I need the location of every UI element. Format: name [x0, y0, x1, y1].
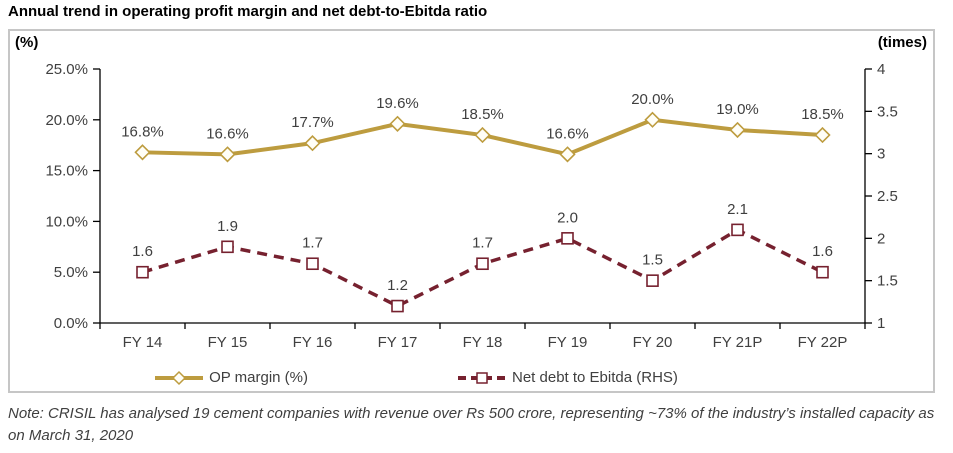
data-point-label: 2.1	[727, 201, 748, 218]
data-point-label: 17.7%	[291, 114, 334, 131]
data-point-label: 1.5	[642, 252, 663, 269]
data-point-marker	[559, 146, 576, 163]
chart-area: (%) (times) 25.0% 20.0% 15.0% 10.0% 5.0% 0.0%…	[8, 29, 935, 393]
data-point-label: 1.7	[302, 235, 323, 252]
note-text: Note: CRISIL has analysed 19 cement comp…	[8, 405, 935, 444]
x-category-label: FY 18	[463, 334, 503, 351]
data-point-marker	[221, 240, 234, 254]
right-axis-unit-label: (times)	[877, 34, 927, 51]
data-point-marker	[476, 257, 489, 271]
legend-item-op-margin: OP margin (%)	[155, 369, 308, 386]
right-axis-tick-label: 3.5	[877, 103, 898, 120]
x-category-labels: FY 14 FY 15 FY 16 FY 17 FY 18 FY 19 FY 20 FY 21…	[123, 334, 848, 351]
data-point-label: 1.7	[472, 235, 493, 252]
left-axis-tick-label: 10.0%	[45, 213, 88, 230]
plot-svg: 25.0% 20.0% 15.0% 10.0% 5.0% 0.0% 4 3.5 3 2.5 2 1.5…	[45, 61, 897, 351]
data-point-label: 16.8%	[121, 123, 164, 140]
chart-legend: OP margin (%) Net debt to Ebitda (RHS)	[0, 369, 878, 386]
x-category-label: FY 17	[378, 334, 418, 351]
data-point-label: 1.6	[812, 243, 833, 260]
left-axis-tick-label: 5.0%	[54, 264, 88, 281]
data-point-marker	[561, 232, 574, 245]
data-point-label: 16.6%	[546, 125, 589, 142]
x-category-label: FY 21P	[713, 334, 763, 351]
legend-label-net-debt: Net debt to Ebitda (RHS)	[512, 369, 678, 386]
x-category-label: FY 16	[293, 334, 333, 351]
data-point-label: 19.0%	[716, 101, 759, 118]
op-margin-line-icon	[155, 370, 204, 385]
net-debt-line-icon	[458, 371, 506, 384]
data-point-label: 2.0	[557, 209, 578, 226]
data-point-marker	[304, 135, 321, 152]
x-category-label: FY 15	[208, 334, 248, 351]
data-point-label: 20.0%	[631, 91, 674, 108]
right-axis-tick-label: 2	[877, 230, 885, 247]
x-category-label: FY 19	[548, 334, 588, 351]
data-point-marker	[644, 111, 661, 128]
data-point-label: 1.2	[387, 277, 408, 294]
x-category-label: FY 20	[633, 334, 673, 351]
data-point-marker	[136, 265, 149, 279]
left-axis-tick-label: 0.0%	[54, 315, 88, 332]
right-axis-tick-label: 1	[877, 315, 885, 332]
y-tick-labels: 25.0% 20.0% 15.0% 10.0% 5.0% 0.0% 4 3.5 3 2.5 2 1.5…	[45, 61, 897, 332]
data-point-marker	[134, 144, 151, 161]
data-point-marker	[474, 126, 491, 144]
legend-label-op-margin: OP margin (%)	[209, 369, 308, 386]
series-op-margin: 16.8% 16.6% 17.7% 19.6% 18.5% 16.6% 20.0% 19.0%…	[121, 91, 844, 163]
data-point-label: 1.9	[217, 218, 238, 235]
right-axis-tick-label: 3	[877, 146, 885, 163]
data-point-marker	[646, 274, 659, 287]
data-point-label: 18.5%	[461, 106, 504, 123]
data-point-marker	[814, 126, 831, 144]
data-point-marker	[731, 223, 744, 237]
data-point-marker	[389, 115, 406, 132]
data-point-marker	[219, 146, 236, 163]
data-point-label: 18.5%	[801, 106, 844, 123]
data-point-label: 16.6%	[206, 125, 249, 142]
data-point-marker	[816, 265, 829, 279]
data-point-label: 1.6	[132, 243, 153, 260]
right-axis-tick-label: 1.5	[877, 273, 898, 290]
x-category-label: FY 22P	[798, 334, 848, 351]
right-axis-tick-label: 2.5	[877, 188, 898, 205]
chart-title: Annual trend in operating profit margin …	[8, 3, 488, 20]
data-point-label: 19.6%	[376, 95, 419, 112]
left-axis-tick-label: 20.0%	[45, 112, 88, 129]
left-axis-tick-label: 25.0%	[45, 61, 88, 78]
left-axis-tick-label: 15.0%	[45, 163, 88, 180]
data-point-marker	[306, 257, 319, 271]
right-axis-tick-label: 4	[877, 61, 885, 78]
data-point-marker	[391, 299, 404, 313]
data-point-marker	[729, 121, 746, 139]
left-axis-unit-label: (%)	[15, 34, 39, 51]
series-net-debt: 1.6 1.9 1.7 1.2 1.7 2.0 1.5 2.1 1.6	[132, 201, 833, 313]
legend-item-net-debt: Net debt to Ebitda (RHS)	[458, 369, 678, 386]
x-category-label: FY 14	[123, 334, 163, 351]
